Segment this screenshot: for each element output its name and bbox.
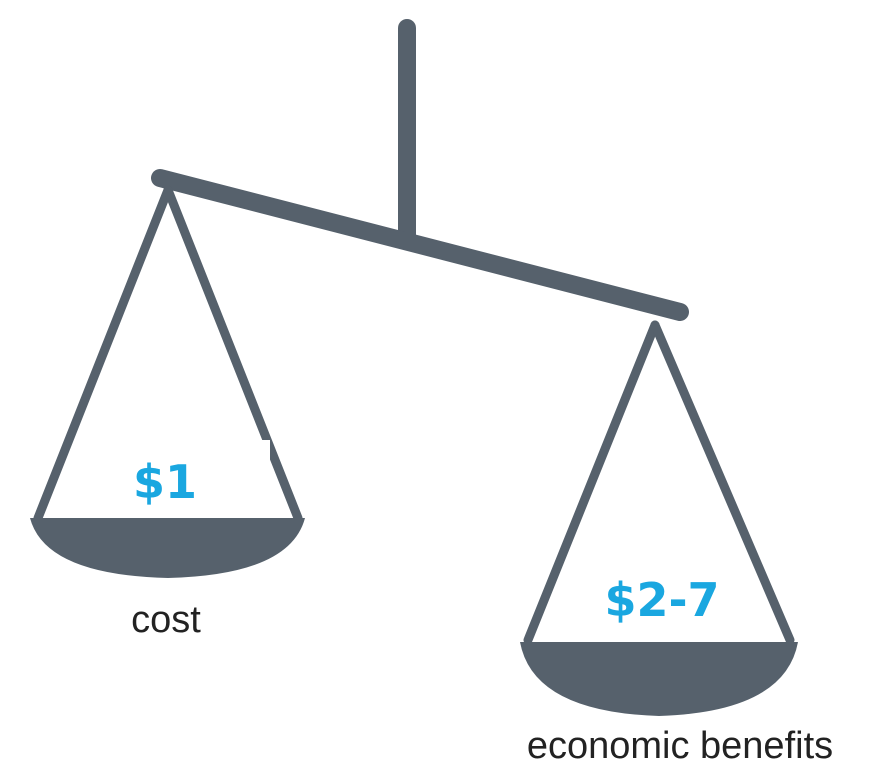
left-string <box>33 185 173 523</box>
right-label-bg <box>568 565 743 627</box>
scale <box>33 19 795 645</box>
right-string <box>650 320 795 645</box>
left-label-bg <box>100 440 270 508</box>
left-string <box>163 185 303 523</box>
cost-value: $1 <box>133 455 197 509</box>
right-pan <box>520 642 798 716</box>
cost-label: cost <box>131 599 201 641</box>
right-string <box>523 320 660 645</box>
left-pan <box>30 518 305 578</box>
benefit-label: economic benefits <box>527 725 833 767</box>
benefit-value: $2-7 <box>604 573 719 627</box>
beam <box>151 169 689 321</box>
